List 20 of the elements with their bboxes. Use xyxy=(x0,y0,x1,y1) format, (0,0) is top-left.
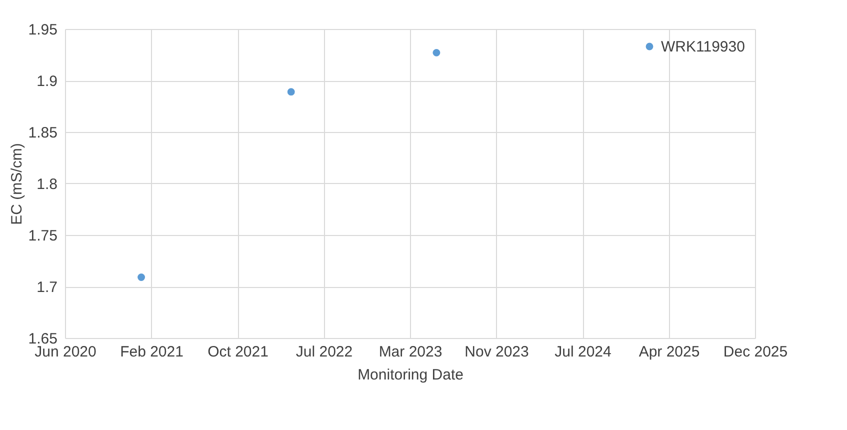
x-tick-label: Oct 2021 xyxy=(208,344,268,360)
x-axis-title: Monitoring Date xyxy=(358,366,464,384)
legend-label: WRK119930 xyxy=(661,38,745,56)
x-tick-label: Jul 2022 xyxy=(296,344,353,360)
x-tick-label: Mar 2023 xyxy=(378,344,442,360)
y-tick-label: 1.95 xyxy=(28,22,58,38)
point xyxy=(138,274,145,281)
x-tick-label: Apr 2025 xyxy=(638,344,700,360)
y-tick-label: 1.8 xyxy=(36,176,58,193)
x-tick-label: Jul 2024 xyxy=(554,344,612,360)
point xyxy=(287,88,295,96)
x-tick-label: Feb 2021 xyxy=(120,344,184,360)
point xyxy=(432,48,440,56)
y-tick-label: 1.85 xyxy=(28,124,58,142)
x-tick-label: Nov 2023 xyxy=(464,344,529,360)
y-tick-label: 1.75 xyxy=(28,228,58,244)
y-axis-title: EC (mS/cm) xyxy=(8,143,26,225)
x-tick-label: Dec 2025 xyxy=(723,344,788,360)
y-tick-label: 1.7 xyxy=(36,279,58,296)
y-tick-label: 1.9 xyxy=(36,73,58,90)
